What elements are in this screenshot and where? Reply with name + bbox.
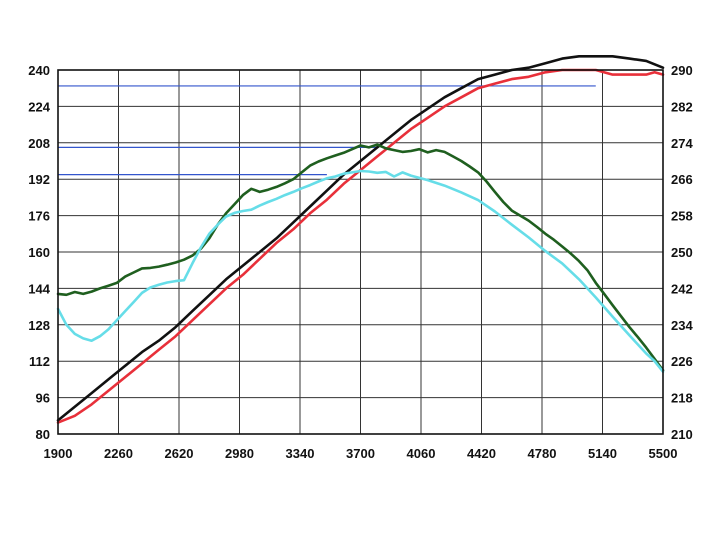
x-axis-ticks: 1900 2260 2620 2980 3340 3700 4060 4420 4780 5140…	[44, 446, 678, 461]
x-tick-label: 3340	[286, 446, 315, 461]
x-tick-label: 5140	[588, 446, 617, 461]
right-y-tick-label: 218	[671, 391, 693, 406]
grid	[57, 69, 664, 435]
left-axis-ticks: 80 96 112 128 144 160 176 192 208 224 240	[28, 63, 50, 442]
left-y-tick-label: 240	[28, 63, 50, 78]
right-y-tick-label: 258	[671, 209, 693, 224]
series-line-1	[56, 54, 665, 422]
x-tick-label: 1900	[44, 446, 73, 461]
right-y-tick-label: 282	[671, 99, 693, 114]
left-y-tick-label: 192	[28, 172, 50, 187]
left-y-tick-label: 208	[28, 136, 50, 151]
left-y-tick-label: 160	[28, 245, 50, 260]
x-tick-label: 4060	[407, 446, 436, 461]
plot-frame	[57, 69, 664, 435]
x-tick-label: 2980	[225, 446, 254, 461]
x-tick-label: 3700	[346, 446, 375, 461]
right-y-tick-label: 210	[671, 427, 693, 442]
right-y-tick-label: 290	[671, 63, 693, 78]
plot-border	[57, 69, 664, 435]
right-y-tick-label: 226	[671, 354, 693, 369]
left-y-tick-label: 80	[36, 427, 50, 442]
x-tick-label: 5500	[649, 446, 678, 461]
left-y-tick-label: 176	[28, 209, 50, 224]
x-tick-label: 2260	[104, 446, 133, 461]
series-line-4	[56, 169, 665, 374]
right-y-tick-label: 242	[671, 281, 693, 296]
right-y-tick-label: 266	[671, 172, 693, 187]
left-y-tick-label: 128	[28, 318, 50, 333]
x-tick-label: 2620	[165, 446, 194, 461]
left-y-tick-label: 112	[29, 354, 50, 369]
guide-lines	[58, 85, 596, 176]
left-y-tick-label: 224	[28, 99, 50, 114]
right-y-tick-label: 250	[671, 245, 693, 260]
left-y-tick-label: 96	[36, 391, 50, 406]
right-y-tick-label: 274	[671, 136, 693, 151]
right-axis-ticks: 210 218 226 234 242 250 258 266 274 282 290	[671, 63, 693, 442]
series-line-3	[56, 143, 665, 372]
x-tick-label: 4420	[467, 446, 496, 461]
right-y-tick-label: 234	[671, 318, 693, 333]
left-y-tick-label: 144	[28, 281, 50, 296]
x-tick-label: 4780	[528, 446, 557, 461]
